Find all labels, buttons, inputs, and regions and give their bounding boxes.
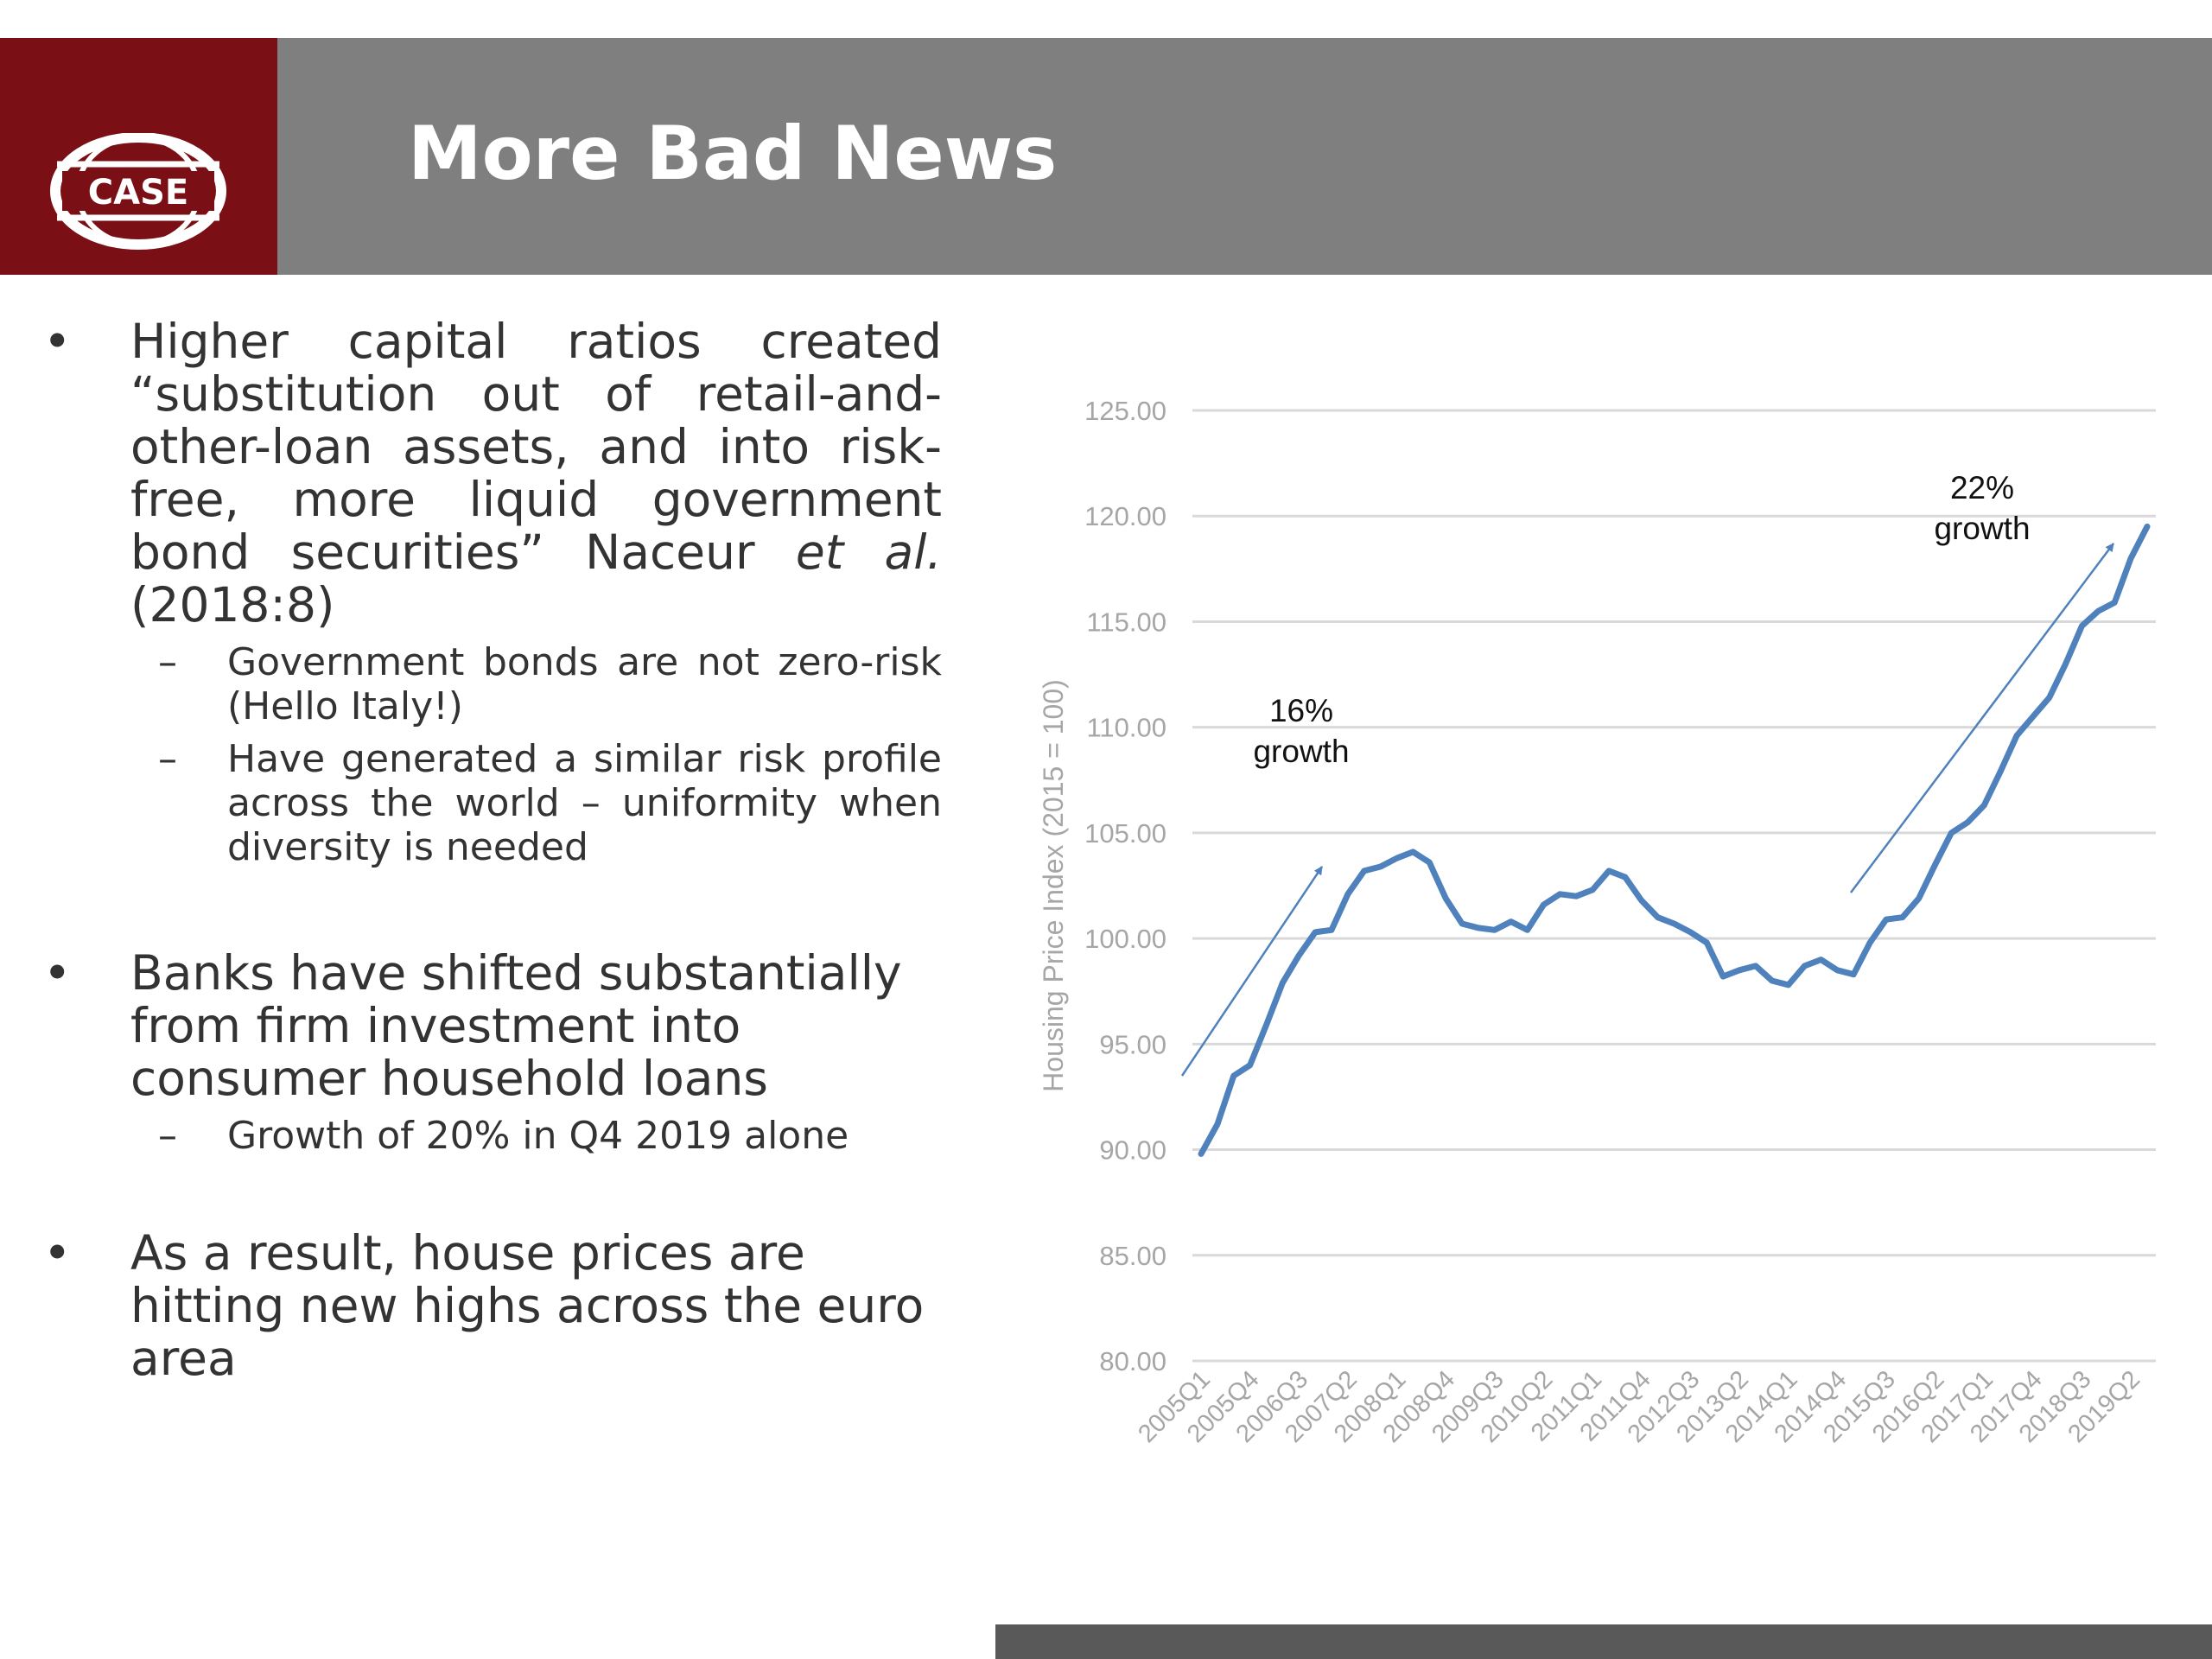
bullet-3: • As a result, house prices are hitting … — [43, 1227, 942, 1385]
x-axis: 2005Q12005Q42006Q32007Q22008Q12008Q42009… — [1133, 1365, 2145, 1448]
annotation-1-line1: 16% — [1269, 693, 1333, 728]
bullet-dot: • — [43, 314, 72, 369]
bullet-1-text-b: (2018:8) — [130, 577, 335, 632]
logo-text: CASE — [88, 173, 188, 213]
bullet-3-text: As a result, house prices are hitting ne… — [130, 1225, 925, 1386]
annotation-1-line2: growth — [1253, 734, 1349, 769]
annotation-2-line2: growth — [1934, 511, 2030, 546]
series-line — [1198, 523, 2151, 1157]
y-tick-label: 90.00 — [1099, 1135, 1166, 1166]
bullet-1-sub-1-text: Government bonds are not zero-risk (Hell… — [227, 640, 942, 728]
annotation-22-growth: 22% growth — [1934, 470, 2030, 546]
case-logo: CASE — [50, 133, 226, 250]
bullet-dash: – — [158, 640, 177, 684]
y-axis-title: Housing Price Index (2015 = 100) — [1038, 679, 1069, 1092]
bullet-2-sub-1: – Growth of 20% in Q4 2019 alone — [43, 1114, 942, 1158]
y-tick-label: 100.00 — [1084, 924, 1166, 954]
annotation-16-growth: 16% growth — [1253, 693, 1349, 769]
y-tick-label: 110.00 — [1086, 713, 1166, 743]
y-axis: 80.00 85.00 90.00 95.00 100.00 105.00 110.00 11… — [1084, 396, 1166, 1376]
bullet-2-text: Banks have shifted substantially from fi… — [130, 945, 902, 1106]
bullet-1-text-italic: et al. — [795, 524, 942, 580]
bullet-dash: – — [158, 1114, 177, 1158]
y-tick-label: 80.00 — [1099, 1346, 1166, 1376]
annotation-2-line1: 22% — [1950, 470, 2014, 505]
bullet-1-sub-2-text: Have generated a similar risk profile ac… — [227, 737, 942, 869]
bullet-dash: – — [158, 737, 177, 781]
header-bar — [0, 38, 2212, 275]
gridlines — [1192, 409, 2156, 1363]
growth-arrow-2 — [1850, 543, 2114, 893]
y-tick-label: 105.00 — [1084, 818, 1166, 849]
slide-title: More Bad News — [408, 111, 1058, 197]
y-tick-label: 120.00 — [1084, 501, 1166, 531]
y-tick-label: 95.00 — [1099, 1029, 1166, 1059]
bullet-1-sub-2: – Have generated a similar risk profile … — [43, 737, 942, 869]
growth-arrow-1 — [1180, 866, 1324, 1077]
logo-block: CASE — [0, 38, 277, 275]
bullet-2: • Banks have shifted substantially from … — [43, 947, 942, 1105]
y-tick-label: 85.00 — [1099, 1241, 1166, 1271]
bullet-dot: • — [43, 945, 72, 1001]
bullet-dot: • — [43, 1225, 72, 1281]
bullet-list: • Higher capital ratios created “substit… — [43, 315, 942, 1385]
bullet-1: • Higher capital ratios created “substit… — [43, 315, 942, 632]
housing-price-chart: 80.00 85.00 90.00 95.00 100.00 105.00 110.00 11… — [1038, 396, 2156, 1448]
bullet-2-sub-1-text: Growth of 20% in Q4 2019 alone — [227, 1114, 849, 1158]
bullet-1-text-a: Higher capital ratios created “substitut… — [130, 314, 942, 580]
bullet-1-sub-1: – Government bonds are not zero-risk (He… — [43, 640, 942, 728]
y-tick-label: 125.00 — [1084, 396, 1166, 426]
footer-bar — [995, 1624, 2212, 1659]
y-tick-label: 115.00 — [1086, 607, 1166, 637]
